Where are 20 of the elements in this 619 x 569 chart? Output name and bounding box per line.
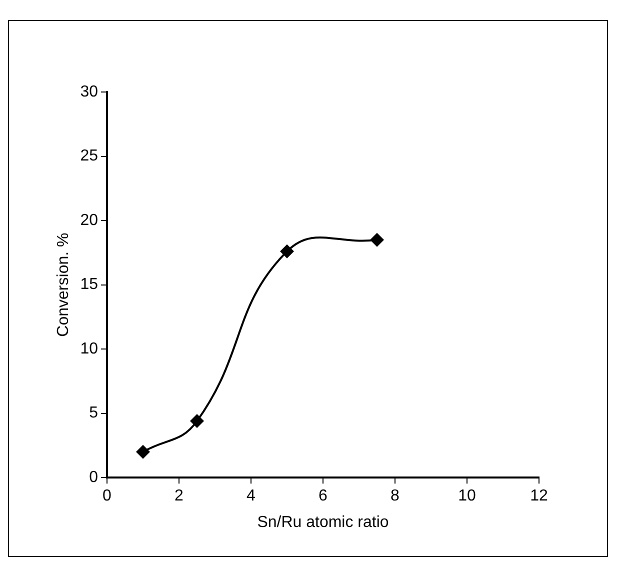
point	[280, 244, 294, 258]
x-tick-label: 8	[390, 488, 400, 505]
y-tick-label: 25	[80, 148, 98, 165]
y-tick-label: 20	[80, 212, 98, 229]
x-tick-label: 10	[458, 488, 476, 505]
y-tick-label: 30	[80, 83, 98, 100]
x-tick-label: 4	[246, 488, 256, 505]
y-tick-label: 15	[80, 276, 98, 294]
y-tick-label: 5	[89, 404, 98, 422]
x-tick-label: 0	[102, 488, 112, 505]
y-axis-title: Conversion. %	[55, 232, 72, 337]
x-tick-label: 12	[530, 488, 548, 505]
x-tick-label: 6	[318, 488, 328, 505]
x-axis-title: Sn/Ru atomic ratio	[257, 514, 389, 531]
y-tick-label: 10	[80, 340, 98, 358]
point	[370, 232, 384, 247]
x-tick-label: 2	[174, 488, 184, 505]
y-tick-label: 0	[89, 469, 98, 486]
point	[136, 444, 150, 459]
point	[190, 414, 204, 428]
